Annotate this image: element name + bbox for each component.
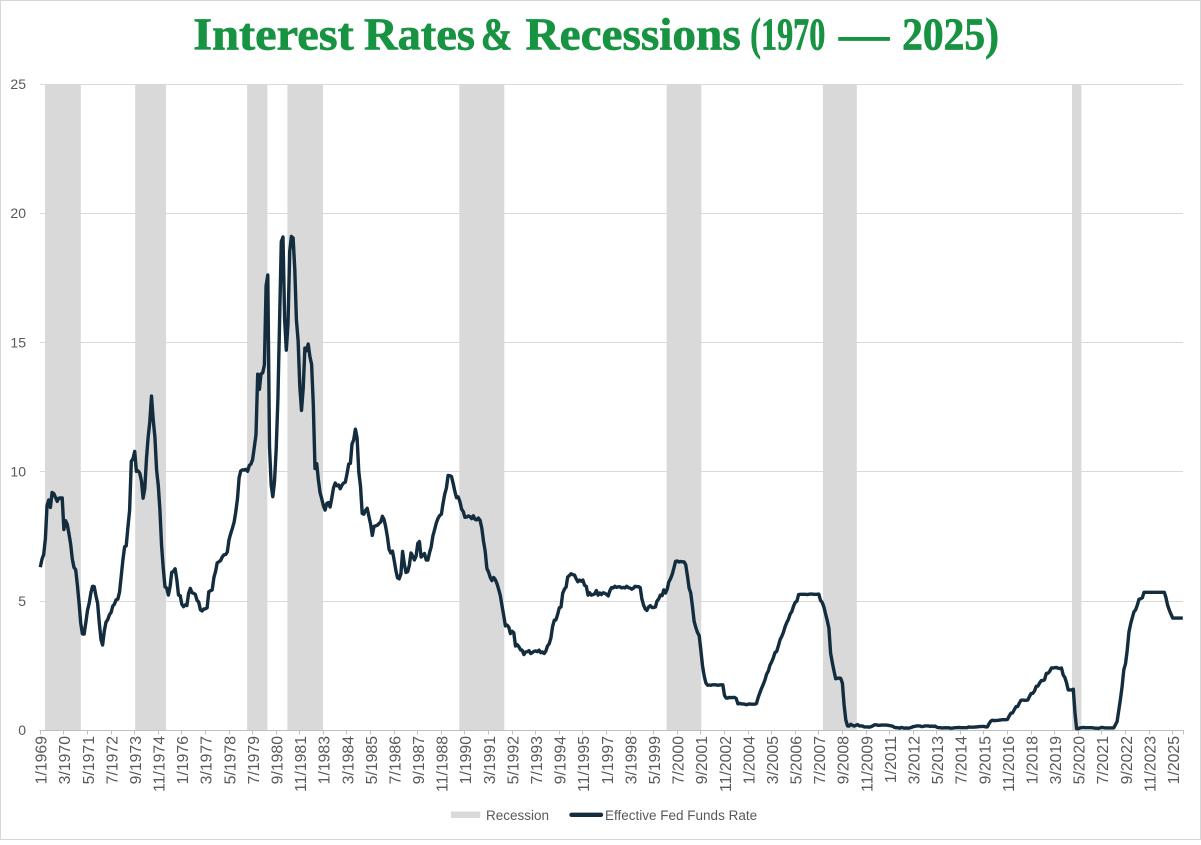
svg-text:9/2001: 9/2001 — [694, 736, 711, 785]
svg-text:11/2009: 11/2009 — [859, 736, 876, 792]
svg-text:7/2021: 7/2021 — [1095, 736, 1112, 785]
svg-text:2025): 2025) — [902, 10, 999, 60]
svg-text:1/1983: 1/1983 — [317, 736, 334, 785]
svg-text:11/1981: 11/1981 — [293, 736, 310, 792]
svg-text:3/2012: 3/2012 — [907, 736, 924, 784]
svg-text:5/1999: 5/1999 — [647, 736, 664, 785]
svg-text:1/1990: 1/1990 — [458, 736, 475, 785]
svg-text:5/1985: 5/1985 — [364, 736, 381, 785]
svg-text:10: 10 — [10, 464, 26, 480]
svg-text:Recession: Recession — [486, 808, 549, 823]
svg-text:1/2025: 1/2025 — [1166, 736, 1183, 785]
svg-text:3/2005: 3/2005 — [765, 736, 782, 785]
svg-text:3/2019: 3/2019 — [1048, 736, 1065, 785]
svg-text:&: & — [481, 10, 512, 60]
svg-text:(1970: (1970 — [750, 10, 825, 60]
svg-text:1/2004: 1/2004 — [741, 736, 758, 785]
svg-text:9/1987: 9/1987 — [411, 736, 428, 784]
svg-text:1/2018: 1/2018 — [1024, 736, 1041, 785]
svg-text:15: 15 — [10, 334, 26, 350]
svg-text:1/1997: 1/1997 — [600, 736, 617, 784]
svg-text:—: — — [838, 10, 890, 60]
svg-text:5/1978: 5/1978 — [222, 736, 239, 785]
svg-text:11/2002: 11/2002 — [718, 736, 735, 792]
svg-text:5/2013: 5/2013 — [930, 736, 947, 785]
svg-text:11/2016: 11/2016 — [1001, 736, 1018, 792]
svg-text:20: 20 — [10, 205, 26, 221]
svg-text:3/1970: 3/1970 — [57, 736, 74, 785]
svg-text:Interest: Interest — [193, 10, 353, 60]
svg-text:1/1969: 1/1969 — [34, 736, 51, 785]
svg-text:9/1973: 9/1973 — [128, 736, 145, 785]
svg-text:Rates: Rates — [364, 10, 475, 60]
svg-text:5/1992: 5/1992 — [505, 736, 522, 784]
svg-text:7/1972: 7/1972 — [104, 736, 121, 784]
svg-text:9/2022: 9/2022 — [1119, 736, 1136, 784]
svg-text:3/1977: 3/1977 — [199, 736, 216, 784]
svg-text:1/2011: 1/2011 — [883, 736, 900, 783]
svg-text:Recessions: Recessions — [526, 10, 741, 60]
svg-text:3/1998: 3/1998 — [623, 736, 640, 785]
svg-text:3/1991: 3/1991 — [482, 736, 499, 785]
svg-text:5/1971: 5/1971 — [81, 736, 98, 785]
svg-text:25: 25 — [10, 76, 26, 92]
svg-text:11/1988: 11/1988 — [435, 736, 452, 792]
svg-text:5/2020: 5/2020 — [1072, 736, 1089, 785]
svg-text:9/2015: 9/2015 — [977, 736, 994, 785]
svg-text:7/1979: 7/1979 — [246, 736, 263, 785]
svg-text:7/1986: 7/1986 — [388, 736, 405, 785]
svg-text:3/1984: 3/1984 — [340, 736, 357, 785]
svg-text:9/1994: 9/1994 — [553, 736, 570, 785]
svg-text:Effective Fed Funds Rate: Effective Fed Funds Rate — [605, 808, 757, 823]
svg-text:5/2006: 5/2006 — [789, 736, 806, 785]
svg-text:11/1995: 11/1995 — [576, 736, 593, 792]
svg-text:7/2000: 7/2000 — [671, 736, 688, 785]
svg-text:7/1993: 7/1993 — [529, 736, 546, 785]
svg-text:11/2023: 11/2023 — [1142, 736, 1159, 792]
svg-text:7/2007: 7/2007 — [812, 736, 829, 784]
svg-text:7/2014: 7/2014 — [954, 736, 971, 785]
svg-text:9/1980: 9/1980 — [270, 736, 287, 785]
svg-text:11/1974: 11/1974 — [152, 736, 169, 792]
svg-text:5: 5 — [18, 593, 26, 609]
svg-text:0: 0 — [18, 722, 26, 738]
svg-text:1/1976: 1/1976 — [175, 736, 192, 785]
svg-text:9/2008: 9/2008 — [836, 736, 853, 785]
